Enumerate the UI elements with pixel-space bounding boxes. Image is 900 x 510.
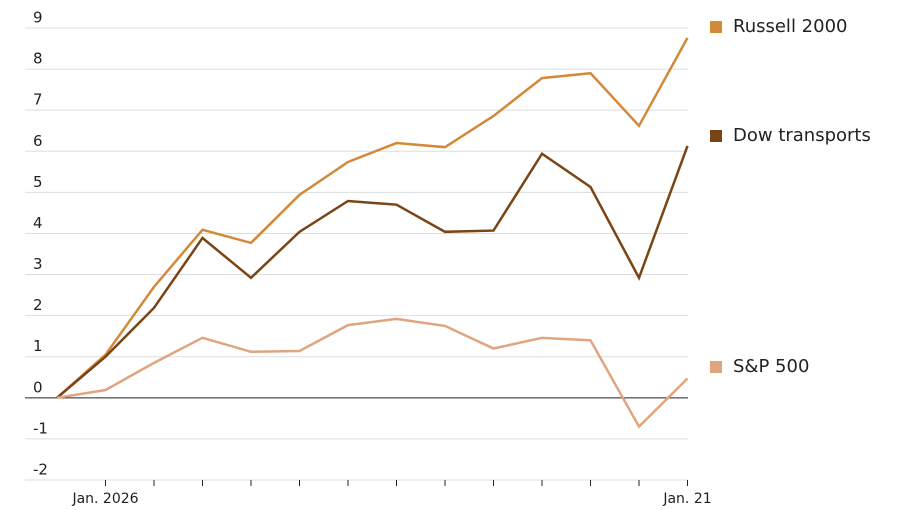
- y-tick-label: 2: [33, 296, 43, 314]
- y-tick-label: 5: [33, 173, 43, 191]
- y-tick-label: 9: [33, 9, 43, 27]
- x-tick-label: Jan. 2026: [71, 491, 138, 507]
- series-line: [56, 37, 689, 399]
- x-tick-label: Jan. 21: [662, 491, 711, 507]
- legend-label: Dow transports: [733, 125, 871, 146]
- y-tick-label: 7: [33, 91, 43, 109]
- y-tick-label: 1: [33, 337, 43, 355]
- legend-label: S&P 500: [733, 356, 809, 377]
- series-line: [56, 145, 689, 399]
- legend-swatch: [710, 361, 722, 373]
- legend-swatch: [710, 130, 722, 142]
- y-tick-label: 6: [33, 132, 43, 150]
- y-tick-label: -1: [33, 419, 48, 437]
- y-tick-label: 0: [33, 378, 43, 396]
- y-tick-label: 3: [33, 255, 43, 273]
- series-line: [56, 317, 689, 429]
- y-tick-label: 8: [33, 50, 43, 68]
- legend-swatch: [710, 21, 722, 33]
- y-tick-label: -2: [33, 461, 48, 479]
- legend-label: Russell 2000: [733, 16, 847, 37]
- y-tick-label: 4: [33, 214, 43, 232]
